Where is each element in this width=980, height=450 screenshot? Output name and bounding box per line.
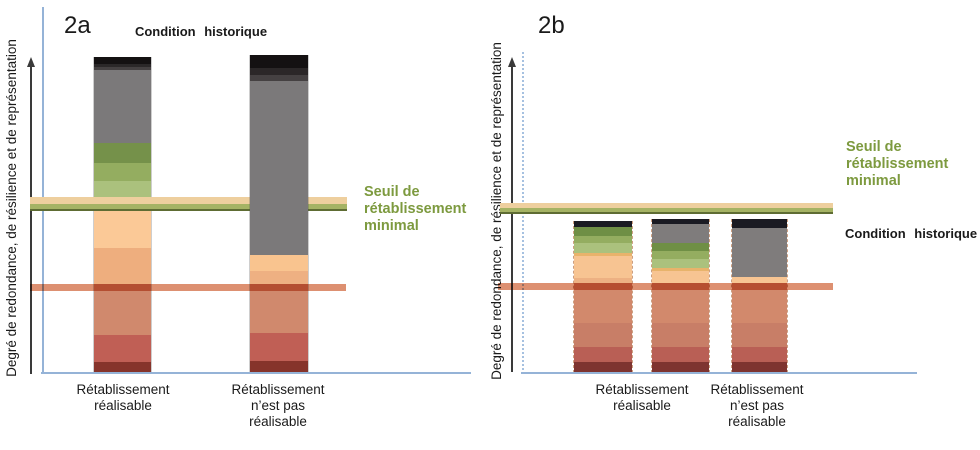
panel-b-tag: 2b <box>538 12 565 39</box>
panel-b-bar-b-bar-3 <box>731 219 788 373</box>
bar-segment <box>94 163 151 181</box>
panel-a-condition-historique-label: Condition historique <box>134 24 268 39</box>
bar-segment <box>94 335 151 362</box>
bar-segment <box>94 204 151 248</box>
bar-segment <box>574 243 632 253</box>
bar-segment <box>732 347 787 362</box>
bar-segment <box>574 347 632 362</box>
panel-a-condition-line-line <box>30 284 346 291</box>
panel-b-x-axis <box>521 372 917 374</box>
bar-segment <box>652 243 709 251</box>
bar-segment <box>652 268 709 271</box>
panel-b-seuil-line-1: Seuil de <box>846 139 902 155</box>
bar-segment <box>732 228 787 277</box>
panel-a-xlabel-pas-realisable-line-2: n’est pas <box>250 398 306 413</box>
bar-segment <box>652 224 709 243</box>
bar-segment <box>250 361 308 373</box>
bar-segment <box>574 255 632 278</box>
panel-b-xlabel-pas-realisable-line-1: Rétablissement <box>710 382 804 397</box>
reference-line-strip <box>500 207 833 212</box>
bar-segment <box>94 63 151 67</box>
bar-segment <box>94 67 151 70</box>
bar-segment <box>732 323 787 347</box>
bar-segment <box>250 55 308 68</box>
panel-b-condition-line-line <box>498 283 833 290</box>
bar-segment <box>250 333 308 361</box>
bar-segment <box>250 271 308 284</box>
panel-b-seuil-line-3: minimal <box>846 173 901 189</box>
panel-a-x-axis <box>41 372 471 374</box>
panel-a-bar-retablissement-pas-realisable <box>249 55 309 373</box>
panel-a-seuil-line-1: Seuil de <box>364 184 420 200</box>
bar-segment <box>652 259 709 268</box>
bar-segment <box>250 284 308 333</box>
bar-segment <box>250 75 308 81</box>
reference-line-strip <box>30 197 347 204</box>
panel-a-xlabel-realisable-line-1: Rétablissement <box>76 382 170 397</box>
bar-segment <box>574 227 632 236</box>
panel-b-seuil-line-2: rétablissement <box>846 156 949 172</box>
bar-segment <box>652 323 709 347</box>
bar-segment <box>94 143 151 163</box>
panel-a-up-arrow-icon <box>30 65 32 374</box>
panel-a-seuil-retablissement-minimal-line <box>30 197 347 211</box>
panel-b-xlabel-pas-realisable-line-2: n’est pas <box>729 398 785 413</box>
panel-a-xlabel-pas-realisable: Rétablissement n’est pas réalisable <box>213 382 343 430</box>
panel-b-bar-b-bar-2 <box>651 219 710 373</box>
reference-line-strip <box>498 283 833 290</box>
panel-a-tag: 2a <box>64 12 91 39</box>
panel-a-xlabel-realisable-line-2: réalisable <box>94 398 152 413</box>
bar-segment <box>94 57 151 64</box>
bar-segment <box>652 362 709 373</box>
panel-b-xlabel-pas-realisable: Rétablissement n’est pas réalisable <box>692 382 822 430</box>
reference-line-strip <box>30 204 347 209</box>
bar-segment <box>732 362 787 373</box>
panel-b-xlabel-pas-realisable-line-3: réalisable <box>728 414 786 429</box>
bar-segment <box>652 271 709 283</box>
bar-segment <box>574 221 632 227</box>
bar-segment <box>732 277 787 283</box>
bar-segment <box>732 219 787 228</box>
bar-segment <box>574 362 632 373</box>
bar-segment <box>94 362 151 373</box>
panel-a-up-arrow-head-icon <box>27 57 35 67</box>
bar-segment <box>250 68 308 75</box>
panel-a-seuil-label: Seuil de rétablissement minimal <box>364 184 466 235</box>
panel-b-condition-historique-label: Condition historique <box>845 226 978 241</box>
bar-segment <box>94 70 151 143</box>
panel-a-xlabel-pas-realisable-line-1: Rétablissement <box>231 382 325 397</box>
panel-a-seuil-line-3: minimal <box>364 218 419 234</box>
bar-segment <box>250 81 308 255</box>
bar-segment <box>574 278 632 283</box>
bar-segment <box>574 323 632 347</box>
panel-b-xlabel-realisable-line-1: Rétablissement <box>595 382 689 397</box>
panel-b-xlabel-realisable: Rétablissement réalisable <box>576 382 708 414</box>
panel-b-seuil-label: Seuil de rétablissement minimal <box>846 139 948 190</box>
bar-segment <box>652 219 709 224</box>
panel-a-xlabel-pas-realisable-line-3: réalisable <box>249 414 307 429</box>
panel-a-y-axis-label: Degré de redondance, de résilience et de… <box>4 39 19 377</box>
panel-b-xlabel-realisable-line-2: réalisable <box>613 398 671 413</box>
panel-a-bar-retablissement-realisable <box>93 57 152 373</box>
panel-b-up-arrow-head-icon <box>508 57 516 67</box>
panel-a-y-axis <box>42 7 44 374</box>
bar-segment <box>652 347 709 362</box>
reference-line-strip <box>500 203 833 208</box>
reference-line-strip <box>500 212 833 214</box>
bar-segment <box>652 251 709 259</box>
panel-b-up-arrow-icon <box>511 65 513 372</box>
panel-a-seuil-line-2: rétablissement <box>364 201 467 217</box>
bar-segment <box>250 255 308 271</box>
bar-segment <box>94 248 151 284</box>
reference-line-strip <box>30 209 347 211</box>
bar-segment <box>574 253 632 256</box>
panel-b-bar-b-bar-1 <box>573 221 633 373</box>
reference-line-strip <box>30 284 346 291</box>
bar-segment <box>94 284 151 335</box>
panel-b-seuil-retablissement-minimal-line <box>500 203 833 214</box>
panel-a-xlabel-realisable: Rétablissement réalisable <box>58 382 188 414</box>
bar-segment <box>574 236 632 243</box>
